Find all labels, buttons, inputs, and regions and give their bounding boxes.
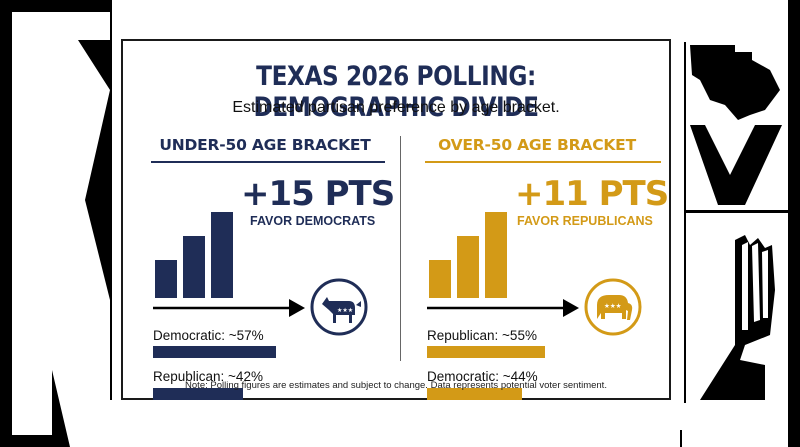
footnote: Note: Polling figures are estimates and … [185, 380, 607, 391]
bar-2 [183, 236, 205, 298]
bar-2 [457, 236, 479, 298]
infographic-card: TEXAS 2026 POLLING: DEMOGRAPHIC DIVIDE E… [121, 39, 671, 400]
metric-label: Democratic: ~57% [153, 328, 264, 343]
panel-divider [400, 136, 401, 361]
heading-underline [151, 161, 385, 163]
svg-text:★★★: ★★★ [604, 302, 622, 310]
arrow-icon [427, 299, 579, 317]
metric-label: Democratic: ~44% [427, 369, 538, 384]
subtitle: Estimated partisan preference by age bra… [232, 99, 560, 116]
favor-label: FAVOR REPUBLICANS [517, 214, 653, 228]
bar-3 [211, 212, 233, 298]
page-title: TEXAS 2026 POLLING: DEMOGRAPHIC DIVIDE [253, 61, 539, 123]
heading-underline [425, 161, 661, 163]
svg-text:★★★: ★★★ [337, 307, 353, 314]
panel-heading: OVER-50 AGE BRACKET [438, 136, 636, 154]
donkey-icon: ★★★ [310, 278, 368, 336]
republican-share-bar [427, 346, 546, 358]
bar-3 [485, 212, 507, 298]
republican-share-bar [153, 388, 244, 400]
under-50-panel: UNDER-50 AGE BRACKET +15 PTS FAVOR DEMOC… [137, 136, 397, 400]
panel-heading: UNDER-50 AGE BRACKET [159, 136, 371, 154]
favor-label: FAVOR DEMOCRATS [250, 214, 376, 228]
metric-label: Republican: ~55% [427, 328, 537, 343]
elephant-icon: ★★★ [584, 278, 642, 336]
democratic-share-bar [153, 346, 276, 358]
margin-headline: +11 PTS [515, 174, 669, 214]
democratic-share-bar [427, 388, 522, 400]
metric-label: Republican: ~42% [153, 369, 263, 384]
bar-1 [155, 260, 177, 298]
over-50-bar-icon [429, 212, 507, 298]
under-50-bar-icon [155, 212, 233, 298]
over-50-panel: OVER-50 AGE BRACKET +11 PTS FAVOR REPUBL… [415, 136, 675, 400]
margin-headline: +15 PTS [241, 174, 395, 214]
bar-1 [429, 260, 451, 298]
arrow-icon [153, 299, 305, 317]
